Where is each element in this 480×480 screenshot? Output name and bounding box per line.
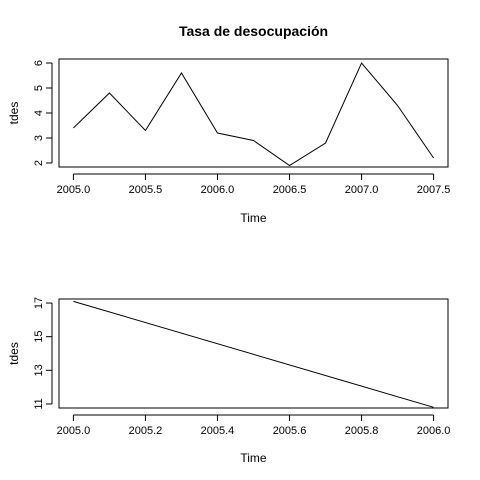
chart-1-x-tick-label: 2006.0 — [201, 184, 235, 196]
chart-2-x-tick-label: 2006.0 — [417, 425, 451, 437]
chart-2-y-tick-label: 11 — [33, 398, 45, 409]
chart-2-y-tick-label: 15 — [33, 331, 45, 343]
chart-1-title: Tasa de desocupación — [179, 23, 328, 39]
chart-1-x-tick-label: 2005.0 — [57, 184, 91, 196]
chart-2-x-tick-label: 2005.4 — [201, 425, 235, 437]
chart-2-x-axis-label: Time — [240, 451, 267, 465]
chart-1-y-axis-label: tdes — [7, 102, 21, 125]
chart-2-series-line — [73, 300, 434, 408]
chart-2-plot-box — [58, 298, 449, 409]
chart-1-y-tick-label: 2 — [33, 160, 45, 166]
chart-1-y-tick-label: 6 — [33, 60, 45, 66]
chart-1-x-tick-label: 2007.0 — [345, 184, 379, 196]
chart-2-y-tick-label: 17 — [33, 297, 45, 309]
chart-2-x-tick-label: 2005.8 — [345, 425, 379, 437]
chart-1-x-tick-label: 2007.5 — [417, 184, 451, 196]
chart-1-y-tick-label: 4 — [33, 110, 45, 116]
chart-1-plot-box — [58, 58, 449, 168]
chart-2-x-tick-label: 2005.6 — [273, 425, 307, 437]
chart-2-x-tick-label: 2005.0 — [57, 425, 91, 437]
chart-1-x-axis-label: Time — [240, 211, 267, 225]
chart-1-y-tick-label: 3 — [33, 135, 45, 141]
chart-2-x-tick-label: 2005.2 — [129, 425, 163, 437]
chart-1-x-tick-label: 2006.5 — [273, 184, 307, 196]
chart-1-x-tick-label: 2005.5 — [129, 184, 163, 196]
chart-1-y-tick-label: 5 — [33, 85, 45, 91]
chart-1-series-line — [73, 62, 435, 167]
chart-2-y-axis-label: tdes — [7, 342, 21, 365]
chart-2-y-tick-label: 13 — [33, 364, 45, 376]
